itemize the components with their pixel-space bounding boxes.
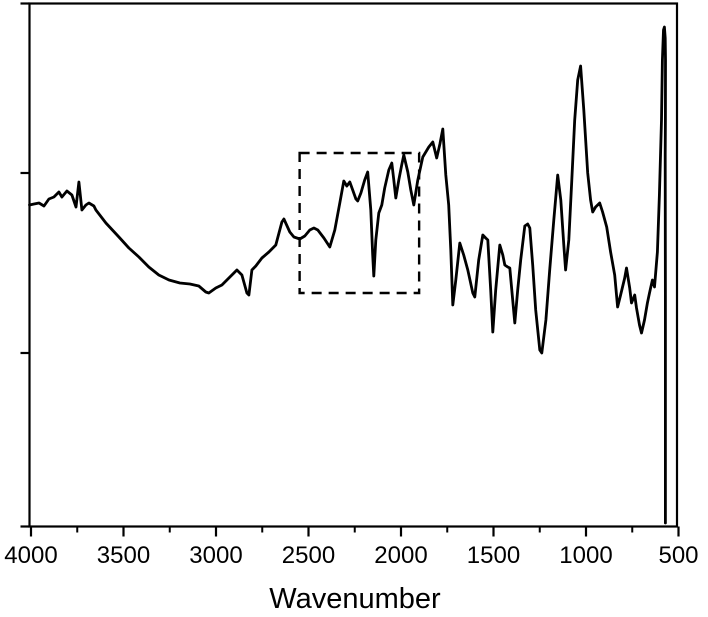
spectrum-line [28,25,667,525]
plot-border [28,2,679,528]
x-tick-label: 2000 [374,542,427,569]
x-tick-label: 1000 [559,542,612,569]
plot-frame [28,2,679,528]
x-axis-title: Wavenumber [269,583,441,615]
x-axis-ticks [29,526,680,537]
highlight-region-box [298,151,421,295]
x-tick-label: 500 [658,542,698,569]
y-axis-ticks [20,2,30,528]
x-tick-label: 2500 [282,542,335,569]
spectrum-trace [28,25,667,525]
x-tick-label: 3000 [189,542,242,569]
x-tick-label: 3500 [97,542,150,569]
annotation-dashed-box [298,151,421,295]
x-axis-tick-labels: 4000 3500 3000 2500 2000 1500 1000 500 [4,542,698,569]
x-tick-label: 1500 [467,542,520,569]
x-tick-label: 4000 [4,542,57,569]
